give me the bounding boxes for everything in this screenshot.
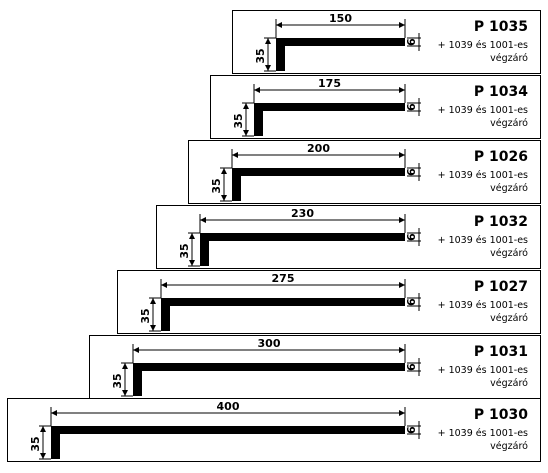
thickness-label: 6	[405, 168, 418, 176]
profile-note: végzáró	[490, 118, 528, 129]
profile-panel: 275 35 6 P 1027 + 1039 és 1001-es végzáró	[117, 270, 541, 334]
profile-note: végzáró	[490, 53, 528, 64]
profile-shape	[232, 168, 405, 201]
thickness-label: 6	[405, 38, 418, 46]
profile-panel: 300 35 6 P 1031 + 1039 és 1001-es végzáró	[89, 335, 541, 399]
profile-note: + 1039 és 1001-es	[438, 170, 528, 181]
profile-shape	[161, 298, 405, 331]
profile-note: végzáró	[490, 248, 528, 259]
profile-panel: 150 35 6 P 1035 + 1039 és 1001-es végzáró	[232, 10, 541, 74]
profile-panel: 400 35 6 P 1030 + 1039 és 1001-es végzáró	[7, 398, 541, 462]
profile-code: P 1030	[474, 407, 528, 423]
profile-code: P 1035	[474, 19, 528, 35]
thickness-label: 6	[405, 426, 418, 434]
profile-code: P 1026	[474, 149, 528, 165]
width-label: 150	[329, 12, 352, 25]
height-label: 35	[232, 113, 245, 128]
profile-note: végzáró	[490, 313, 528, 324]
profile-note: + 1039 és 1001-es	[438, 235, 528, 246]
profile-panel: 175 35 6 P 1034 + 1039 és 1001-es végzáró	[210, 75, 541, 139]
height-label: 35	[29, 436, 42, 451]
profile-note: + 1039 és 1001-es	[438, 105, 528, 116]
profile-note: + 1039 és 1001-es	[438, 428, 528, 439]
thickness-label: 6	[405, 103, 418, 111]
profile-shape	[200, 233, 405, 266]
profile-note: + 1039 és 1001-es	[438, 40, 528, 51]
profile-code: P 1032	[474, 214, 528, 230]
profile-note: végzáró	[490, 441, 528, 452]
height-label: 35	[210, 178, 223, 193]
profile-panel: 230 35 6 P 1032 + 1039 és 1001-es végzáró	[156, 205, 541, 269]
profile-code: P 1027	[474, 279, 528, 295]
profile-note: végzáró	[490, 378, 528, 389]
height-label: 35	[111, 373, 124, 388]
width-label: 200	[307, 142, 330, 155]
width-label: 300	[258, 337, 281, 350]
height-label: 35	[178, 243, 191, 258]
profile-shape	[51, 426, 405, 459]
width-label: 230	[291, 207, 314, 220]
profile-shape	[133, 363, 405, 396]
height-label: 35	[254, 48, 267, 63]
width-label: 175	[318, 77, 341, 90]
width-label: 275	[272, 272, 295, 285]
profile-code: P 1034	[474, 84, 528, 100]
profile-note: végzáró	[490, 183, 528, 194]
profile-note: + 1039 és 1001-es	[438, 300, 528, 311]
profile-note: + 1039 és 1001-es	[438, 365, 528, 376]
thickness-label: 6	[405, 298, 418, 306]
width-label: 400	[217, 400, 240, 413]
profile-panel: 200 35 6 P 1026 + 1039 és 1001-es végzáró	[188, 140, 541, 204]
profile-shape	[276, 38, 405, 71]
thickness-label: 6	[405, 363, 418, 371]
height-label: 35	[139, 308, 152, 323]
profile-code: P 1031	[474, 344, 528, 360]
profile-shape	[254, 103, 405, 136]
thickness-label: 6	[405, 233, 418, 241]
